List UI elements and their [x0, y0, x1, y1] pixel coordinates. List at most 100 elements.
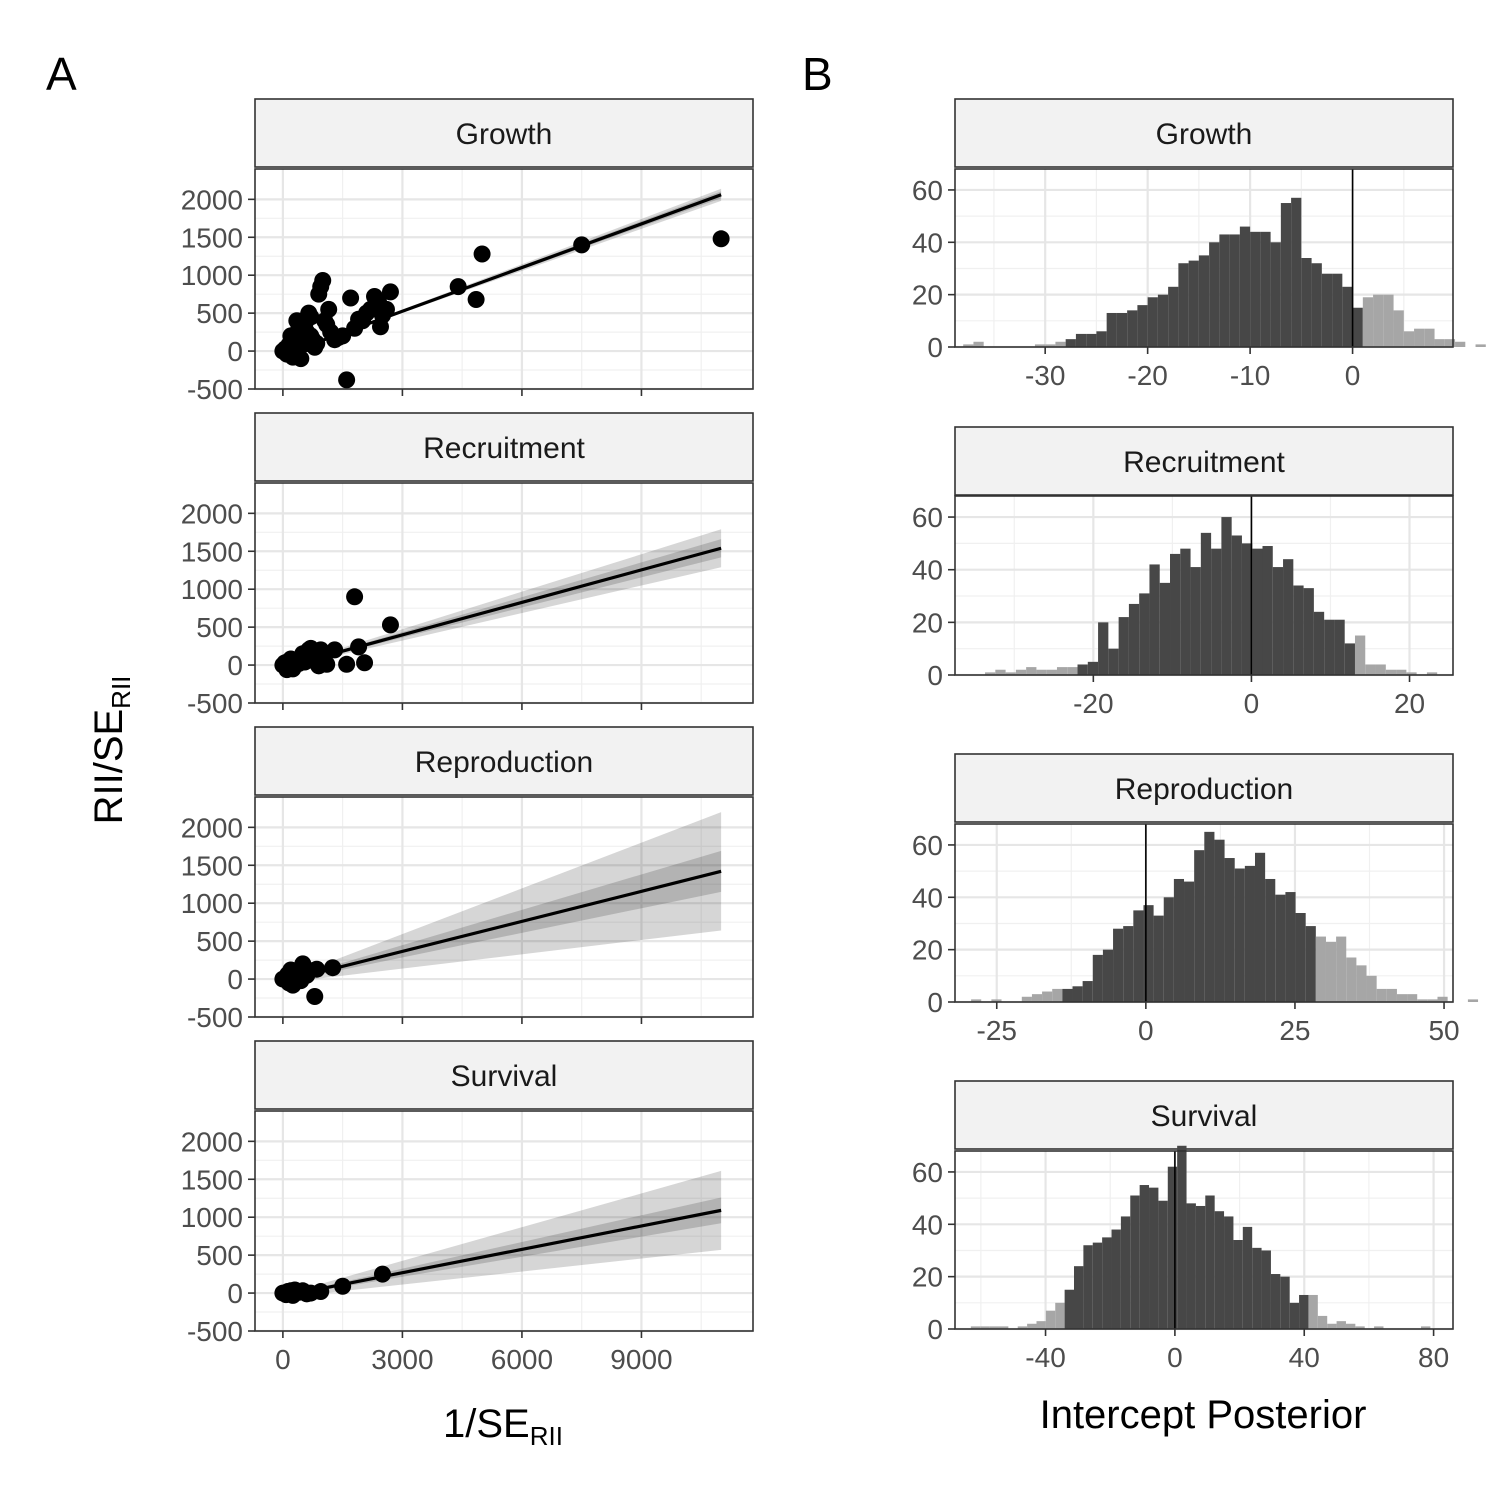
panel-b-recruitment-histogram-bar	[1221, 517, 1232, 675]
panel-a-recruitment-plot-background	[255, 483, 753, 703]
panel-b-growth-y-tick-label: 0	[927, 332, 943, 363]
panel-b-survival-histogram-bar	[1027, 1323, 1037, 1329]
panel-b-recruitment-histogram-bar	[1118, 617, 1129, 675]
panel-b-growth-histogram-bar	[1414, 328, 1425, 347]
panel-b-growth-histogram-bar	[1393, 310, 1404, 347]
panel-b-recruitment-histogram-bar	[1344, 643, 1355, 675]
panel-b-growth-histogram-bar	[1434, 339, 1445, 347]
panel-b-reproduction-histogram-bar	[1254, 852, 1266, 1002]
panel-a-growth-data-point	[573, 236, 591, 254]
panel-b-survival-histogram-bar	[1120, 1216, 1131, 1329]
panel-b-recruitment-histogram-bar	[1303, 588, 1314, 675]
panel-b-recruitment-histogram-bar	[1283, 559, 1294, 675]
panel-b-recruitment-histogram-bar	[1252, 548, 1263, 675]
panel-a-growth-inner-interval-band	[282, 191, 722, 355]
panel-b-recruitment-histogram-bar	[985, 672, 996, 675]
panel-b-survival-y-tick-label: 40	[912, 1209, 943, 1240]
panel-b-recruitment-histogram-bar	[1190, 567, 1201, 675]
panel-a-reproduction-y-tick-label: 2000	[181, 812, 243, 843]
panel-b-survival-strip	[954, 1080, 1454, 1150]
panel-b-recruitment-histogram-bar	[1293, 585, 1304, 675]
panel-b-growth-histogram-bar	[1075, 333, 1087, 347]
panel-b-reproduction-histogram-bar	[1265, 878, 1276, 1002]
panel-b-reproduction-y-tick-label: 60	[912, 830, 943, 861]
panel-a-survival-y-tick-label: 500	[196, 1240, 243, 1271]
panel-b-reproduction-y-tick-label: 0	[927, 987, 943, 1018]
panel-b-recruitment-histogram-bar	[1159, 582, 1171, 675]
panel-a-reproduction-outer-interval-band	[282, 812, 722, 983]
panel-b-recruitment-histogram-bar	[1139, 593, 1150, 675]
panel-b-growth-histogram-bar	[1444, 339, 1456, 347]
panel-b-reproduction-histogram-bar	[1042, 991, 1053, 1002]
panel-a-growth-strip	[254, 98, 754, 168]
panel-b-growth-histogram-bar	[1127, 310, 1138, 347]
panel-b-recruitment-histogram-bar	[1365, 664, 1376, 675]
panel-b-facet-reproduction: Reproduction 0 20 40 60 -25 0 25 50	[912, 753, 1479, 1046]
panel-b-survival-histogram-bar	[1139, 1185, 1150, 1329]
panel-b-recruitment-y-tick-label: 0	[927, 660, 943, 691]
panel-b-growth-histogram-bar	[1321, 273, 1333, 347]
panel-b-growth-panel-border	[954, 168, 1454, 348]
panel-a-growth-y-tick-label: 1500	[181, 222, 243, 253]
panel-b-reproduction-histogram-bar	[1396, 994, 1408, 1002]
panel-b-growth-histogram-bar	[1229, 234, 1240, 347]
panel-b-recruitment-histogram-bar	[1262, 546, 1273, 675]
panel-a-survival-x-tick-label: 9000	[610, 1344, 672, 1375]
panel-a-growth-data-point	[381, 283, 399, 301]
panel-b-growth-histogram-bar	[1301, 258, 1312, 347]
panel-b-survival-histogram-bar	[1308, 1294, 1318, 1329]
panel-a-survival-panel-border	[254, 1110, 754, 1332]
panel-a-recruitment-data-point	[318, 655, 336, 673]
panel-b-recruitment-histogram-bar	[1036, 669, 1047, 675]
panel-a-survival-outer-interval-band	[282, 1170, 722, 1298]
panel-a-growth-y-tick-label: 0	[227, 336, 243, 367]
panel-a-growth-data-point	[473, 245, 491, 263]
panel-b-reproduction-histogram-bar	[1184, 881, 1195, 1002]
panel-a-reproduction-data-point	[306, 988, 324, 1006]
panel-a-recruitment-data-point	[296, 653, 314, 671]
panel-b-survival-y-tick-label: 0	[927, 1314, 943, 1345]
panel-b-reproduction-histogram-bar	[1325, 941, 1337, 1002]
panel-a-recruitment-data-point	[338, 655, 356, 673]
panel-b-reproduction-histogram-bar	[1386, 988, 1397, 1002]
panel-b-growth-histogram-bar	[1260, 231, 1271, 347]
panel-b-recruitment-histogram-bar	[1046, 669, 1057, 675]
panel-a-survival-strip	[254, 1040, 754, 1110]
panel-a-growth-data-point	[320, 300, 338, 318]
panel-b-reproduction-histogram-bar	[1143, 905, 1154, 1002]
panel-a-reproduction-y-tick-label: 1500	[181, 850, 243, 881]
panel-b-reproduction-x-tick-label: 50	[1428, 1015, 1459, 1046]
panel-a-facet-survival: Survival -500 0 500 1000 1500 2000 0 3000 6000 900…	[181, 1040, 754, 1375]
panel-b-reproduction-histogram-bar	[1366, 975, 1377, 1002]
panel-b-survival-histogram-bar	[1233, 1240, 1243, 1329]
panel-a-survival-data-point	[334, 1277, 352, 1295]
panel-b-reproduction-x-tick-label: -25	[977, 1015, 1017, 1046]
panel-a-growth-data-point	[467, 290, 485, 308]
panel-b-recruitment-x-tick-label: 0	[1244, 688, 1260, 719]
panel-b-growth-histogram-bar	[1342, 286, 1353, 347]
panel-b-growth-y-tick-label: 40	[912, 227, 943, 258]
panel-b-survival-histogram-bar	[989, 1326, 999, 1329]
panel-b-recruitment-y-tick-label: 60	[912, 502, 943, 533]
panel-b-reproduction-histogram-bar	[1305, 926, 1316, 1002]
panel-a-x-axis-title-main: 1/SE	[443, 1402, 530, 1446]
panel-b-reproduction-histogram-bar	[1336, 936, 1347, 1002]
panel-b-recruitment-strip-label: Recruitment	[1123, 446, 1285, 479]
panel-a-recruitment-inner-interval-band	[282, 539, 722, 668]
panel-a-scatter-facets: Growth -500 0 500 1000 1500 2000 Recruitment -50…	[181, 98, 754, 1375]
panel-a-recruitment-y-tick-label: -500	[187, 688, 243, 719]
panel-a-recruitment-y-tick-label: 1500	[181, 536, 243, 567]
panel-b-survival-histogram-bar	[1102, 1237, 1112, 1329]
panel-b-recruitment-histogram-bar	[1324, 619, 1335, 675]
panel-a-recruitment-data-point	[350, 638, 368, 656]
panel-b-reproduction-histogram-bar	[1133, 910, 1144, 1002]
panel-a-reproduction-inner-interval-band	[282, 850, 722, 983]
panel-b-growth-histogram-bar	[1455, 341, 1466, 347]
panel-b-facet-survival: Survival 0 20 40 60 -40 0 40 80	[912, 1080, 1454, 1373]
panel-a-growth-y-tick-label: 500	[196, 298, 243, 329]
panel-b-reproduction-histogram-bar	[1031, 994, 1043, 1002]
panel-a-reproduction-fit-line	[282, 869, 722, 983]
panel-b-growth-histogram-bar	[1106, 312, 1117, 347]
panel-b-x-axis-title: Intercept Posterior	[1040, 1393, 1367, 1437]
panel-b-recruitment-histogram-bar	[995, 669, 1006, 675]
